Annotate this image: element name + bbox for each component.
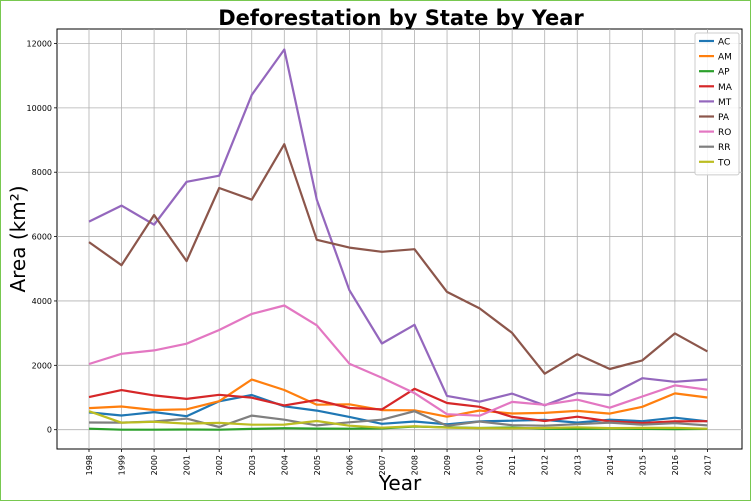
legend-label-am: AM bbox=[718, 53, 732, 63]
legend-label-rr: RR bbox=[718, 143, 731, 153]
x-tick-label: 1998 bbox=[85, 455, 94, 475]
legend-box bbox=[694, 32, 740, 176]
series-line-mt bbox=[88, 48, 708, 407]
series-line-am bbox=[88, 378, 708, 418]
legend-label-ac: AC bbox=[718, 38, 730, 48]
y-axis: 0 2000 4000 6000 8000 10000 12000 bbox=[27, 39, 57, 435]
x-tick-label: 2004 bbox=[280, 455, 289, 475]
x-tick-label: 2009 bbox=[443, 455, 452, 475]
chart-title: Deforestation by State by Year bbox=[218, 6, 584, 30]
x-tick-label: 2014 bbox=[606, 455, 615, 475]
legend-label-pa: PA bbox=[718, 113, 730, 123]
series-line-to bbox=[88, 410, 708, 430]
x-tick-label: 2016 bbox=[671, 455, 680, 475]
y-tick-label: 8000 bbox=[32, 168, 52, 177]
x-tick-label: 2010 bbox=[476, 455, 485, 475]
legend-label-to: TO bbox=[717, 158, 731, 168]
legend: AC AM AP MA MT PA RO RR TO bbox=[694, 32, 740, 176]
x-axis: 1998 1999 2000 2001 2002 2003 2004 2005 2006 2007… bbox=[85, 449, 712, 475]
legend-label-ap: AP bbox=[718, 68, 730, 78]
x-tick-label: 1999 bbox=[118, 455, 127, 475]
x-axis-label: Year bbox=[378, 471, 422, 495]
y-tick-label: 0 bbox=[47, 426, 52, 435]
y-tick-label: 12000 bbox=[27, 39, 52, 48]
series-lines bbox=[88, 48, 708, 431]
x-tick-label: 2001 bbox=[183, 455, 192, 475]
y-tick-label: 10000 bbox=[27, 104, 52, 113]
legend-label-mt: MT bbox=[718, 98, 732, 108]
legend-label-ma: MA bbox=[718, 83, 733, 93]
legend-label-ro: RO bbox=[718, 128, 731, 138]
x-tick-label: 2008 bbox=[411, 455, 420, 475]
y-tick-label: 4000 bbox=[32, 297, 52, 306]
x-tick-label: 2017 bbox=[703, 455, 712, 475]
series-line-ma bbox=[88, 387, 708, 425]
x-tick-label: 2000 bbox=[150, 455, 159, 475]
series-line-ro bbox=[88, 304, 708, 417]
x-tick-label: 2015 bbox=[638, 455, 647, 475]
y-tick-label: 2000 bbox=[32, 361, 52, 370]
y-axis-label: Area (km²) bbox=[6, 185, 30, 292]
x-tick-label: 2012 bbox=[541, 455, 550, 475]
x-tick-label: 2003 bbox=[248, 455, 257, 475]
series-line-rr bbox=[88, 410, 708, 429]
x-tick-label: 2002 bbox=[215, 455, 224, 475]
x-tick-label: 2007 bbox=[378, 455, 387, 475]
series-line-pa bbox=[88, 143, 708, 375]
x-tick-label: 2011 bbox=[508, 455, 517, 475]
x-tick-label: 2005 bbox=[313, 455, 322, 475]
y-tick-label: 6000 bbox=[32, 233, 52, 242]
x-tick-label: 2006 bbox=[345, 455, 354, 475]
x-tick-label: 2013 bbox=[573, 455, 582, 475]
